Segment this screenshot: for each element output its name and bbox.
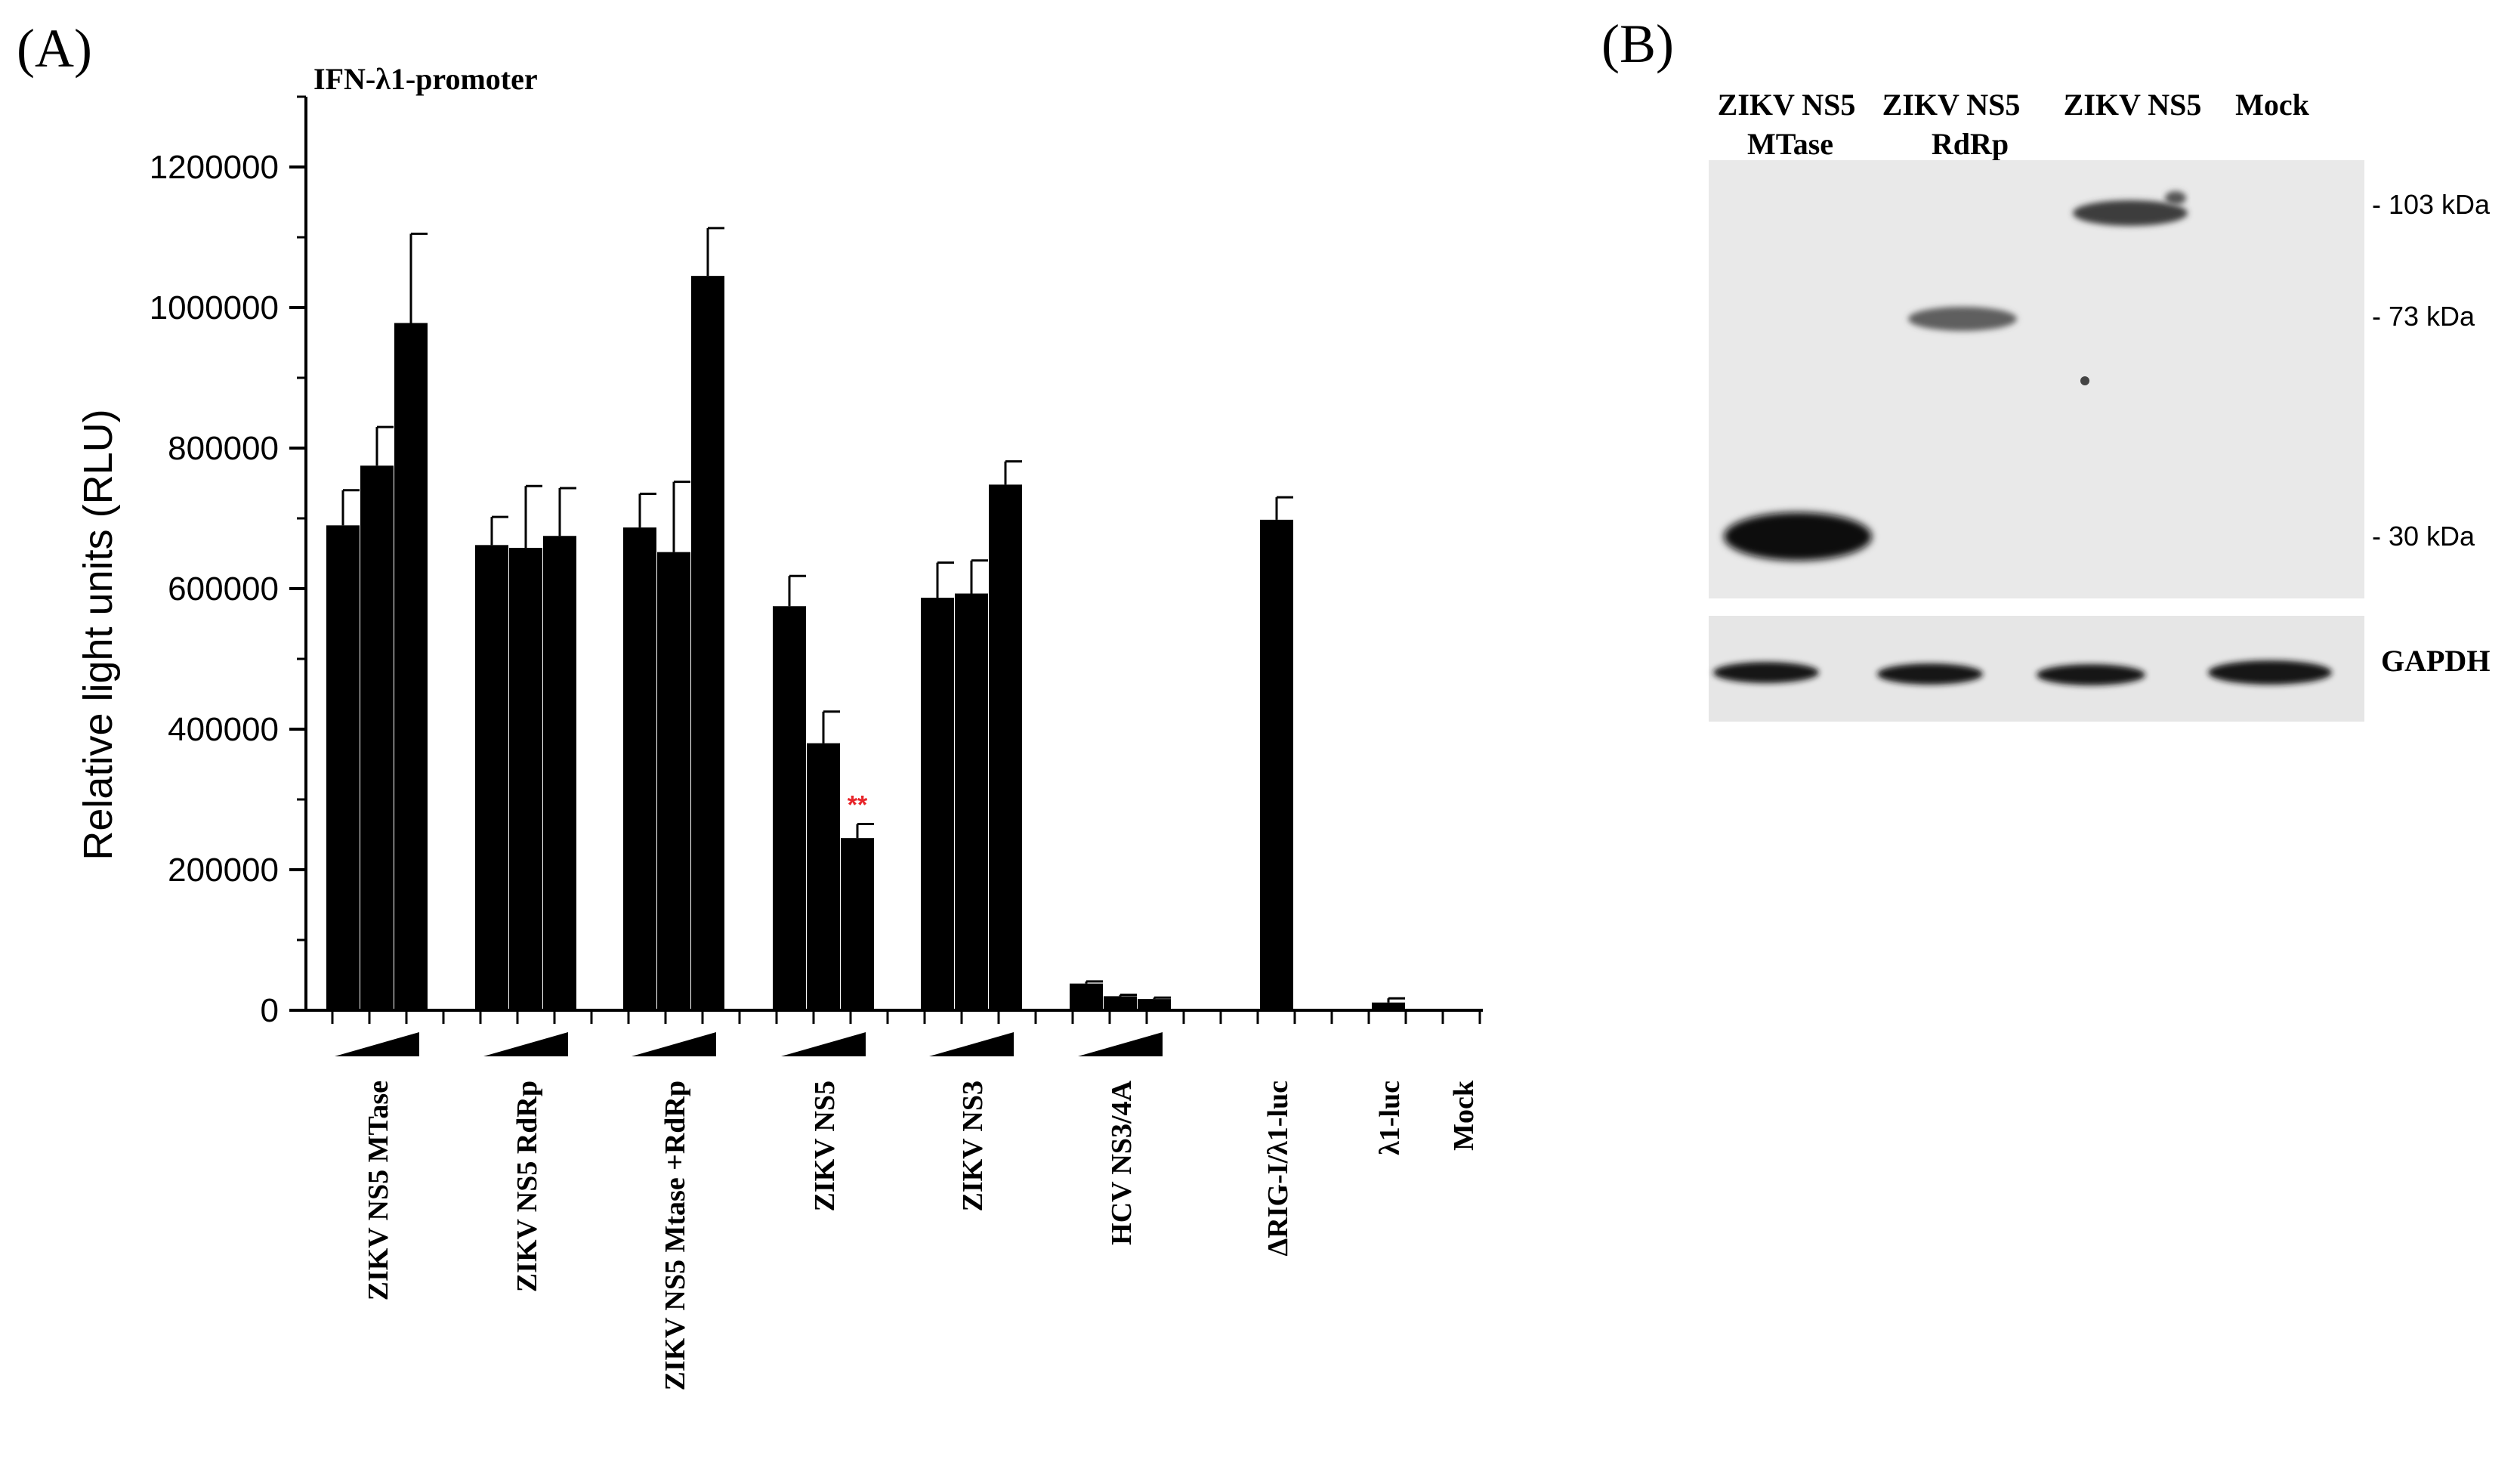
lane-label-mock: Mock (2235, 88, 2310, 122)
dose-ramp (1078, 1032, 1163, 1056)
chart-title: IFN-λ1-promoter (313, 62, 538, 96)
y-tick-label: 400000 (168, 711, 279, 748)
gapdh-band-2 (1877, 663, 1983, 685)
lane-label-rdrp-line1: ZIKV NS5 (1882, 88, 2021, 122)
bar (921, 598, 954, 1010)
x-tick-label: λ1-luc (1374, 1081, 1406, 1155)
x-tick-label: ZIKV NS5 MTase (363, 1081, 394, 1300)
x-tick-label: HCV NS3/4A (1106, 1080, 1138, 1244)
dose-ramp (632, 1032, 716, 1056)
x-ticks (331, 1010, 1481, 1024)
marker-73kda: - 73 kDa (2372, 301, 2475, 332)
bar (326, 525, 360, 1010)
x-tick-label: ZIKV NS5 (809, 1081, 841, 1212)
bar (475, 545, 508, 1010)
dose-ramp (335, 1032, 419, 1056)
panel-b-label: (B) (1601, 14, 1674, 74)
x-tick-label: ZIKV NS5 RdRp (511, 1081, 543, 1292)
panel-a-label: (A) (17, 18, 92, 79)
significance-marker: ** (848, 791, 868, 820)
gapdh-band-1 (1713, 662, 1819, 683)
dose-ramps (335, 1032, 1163, 1056)
bar (1372, 1002, 1405, 1010)
gapdh-band-4 (2208, 660, 2332, 685)
y-tick-label: 600000 (168, 570, 279, 608)
x-tick-label: ZIKV NS5 Mtase +RdRp (659, 1081, 691, 1391)
bar (1260, 519, 1293, 1010)
gapdh-band-3 (2037, 664, 2145, 685)
bar (509, 548, 542, 1010)
bar (623, 527, 656, 1010)
bar (955, 593, 988, 1010)
marker-30kda: - 30 kDa (2372, 521, 2475, 552)
band-ns5-tail (2165, 191, 2186, 205)
dose-ramp (781, 1032, 866, 1056)
dose-ramp (483, 1032, 568, 1056)
lane-label-mtase-line2: MTase (1747, 127, 1833, 161)
bar (1138, 999, 1171, 1010)
bar (691, 276, 724, 1010)
bar-chart: IFN-λ1-promoter Relative light units (RL… (76, 62, 1483, 1391)
y-tick-label: 200000 (168, 852, 279, 889)
band-ns5-103kda (2073, 200, 2188, 226)
y-tick-label: 800000 (168, 430, 279, 467)
bar (1446, 1009, 1479, 1010)
x-tick-label: ΔRIG-I/λ1-luc (1262, 1081, 1294, 1257)
y-axis-label: Relative light units (RLU) (76, 409, 121, 860)
band-rdrp-73kda (1908, 307, 2017, 331)
bar (1070, 983, 1103, 1010)
y-tick-label: 0 (261, 992, 279, 1029)
x-tick-label: Mock (1448, 1080, 1480, 1151)
bar (1104, 996, 1137, 1010)
lane-label-mtase-line1: ZIKV NS5 (1718, 88, 1856, 122)
gapdh-label: GAPDH (2381, 644, 2490, 678)
blot-speck (2080, 376, 2089, 385)
y-tick-label: 1000000 (150, 289, 279, 326)
dose-ramp (929, 1032, 1014, 1056)
lane-label-ns5: ZIKV NS5 (2064, 88, 2202, 122)
lane-label-rdrp-line2: RdRp (1932, 127, 2009, 161)
y-ticks: 0 200000 400000 600000 800000 1000000 1200000 (150, 95, 306, 1029)
y-tick-label: 1200000 (150, 149, 279, 186)
marker-103kda: - 103 kDa (2372, 189, 2491, 220)
band-mtase-30kda (1724, 512, 1872, 561)
x-tick-labels: ZIKV NS5 MTase ZIKV NS5 RdRp ZIKV NS5 Mtas… (363, 1080, 1480, 1390)
bars: ** (326, 227, 1479, 1011)
bar (360, 465, 394, 1010)
bar (773, 606, 806, 1010)
bar (543, 536, 576, 1010)
bar (989, 484, 1022, 1010)
x-tick-label: ZIKV NS3 (957, 1081, 989, 1212)
bar (807, 743, 840, 1010)
bar (657, 552, 690, 1010)
western-blot: ZIKV NS5 MTase ZIKV NS5 RdRp ZIKV NS5 Mo… (1709, 88, 2491, 722)
bar (841, 838, 874, 1010)
bar (394, 323, 428, 1011)
